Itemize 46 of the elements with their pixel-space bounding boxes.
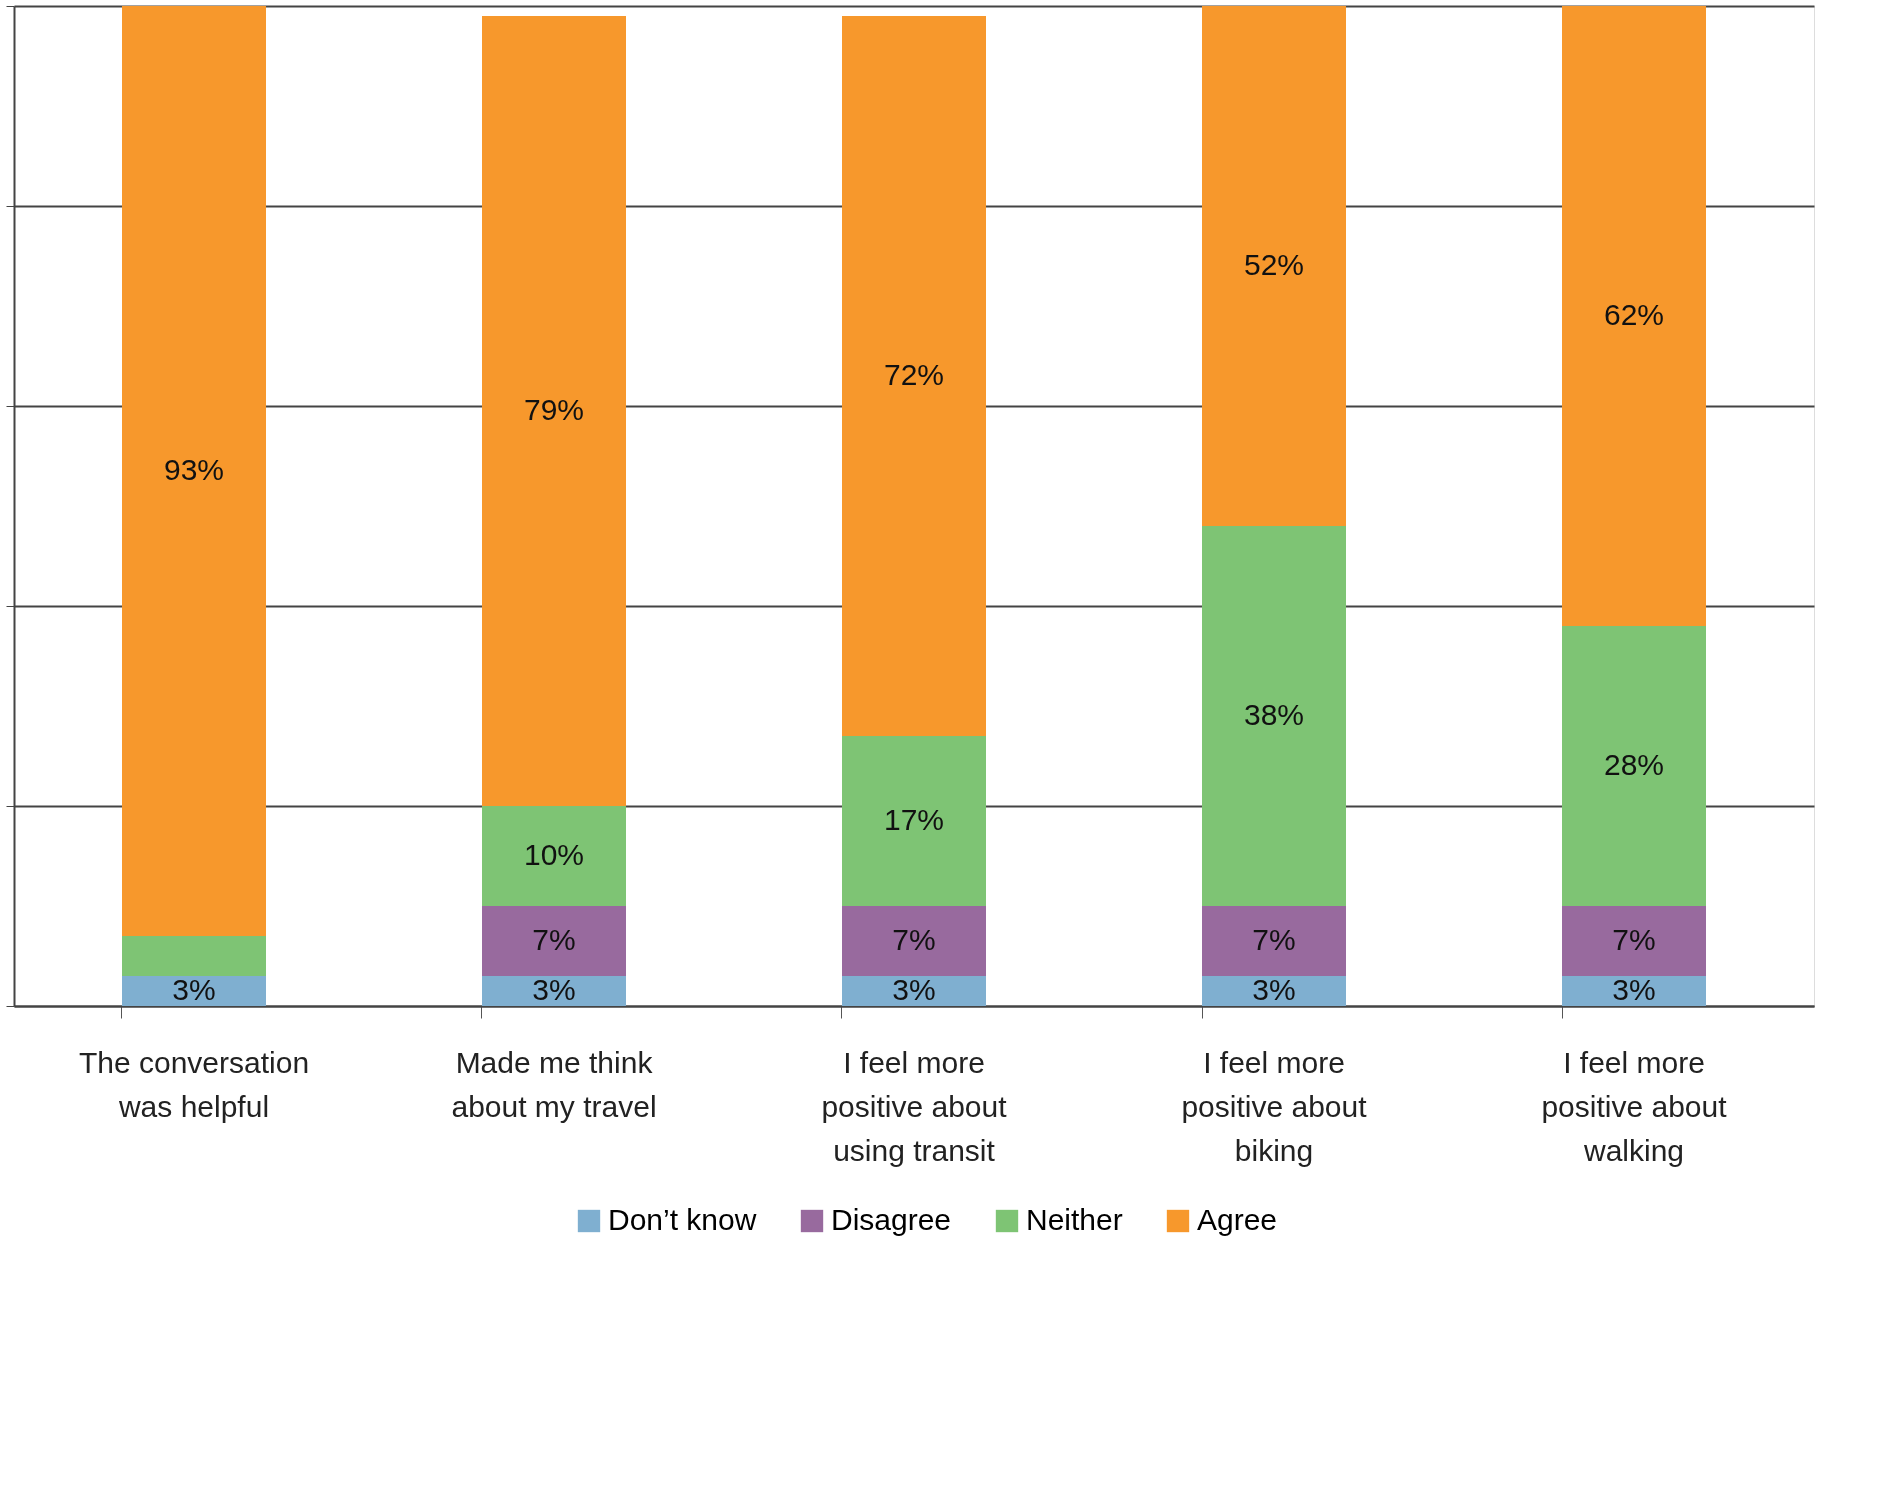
bar bbox=[1202, 976, 1346, 1006]
bar bbox=[482, 16, 626, 806]
data-label: 7% bbox=[1612, 923, 1656, 956]
data-label: 10% bbox=[523, 838, 585, 871]
legend-label: Neither bbox=[1026, 1203, 1123, 1236]
data-label: 52% bbox=[1243, 248, 1305, 281]
data-label: 17% bbox=[883, 803, 945, 836]
data-label: 62% bbox=[1603, 298, 1665, 331]
data-label: 79% bbox=[523, 393, 585, 426]
bar bbox=[1562, 906, 1706, 976]
bar bbox=[122, 6, 266, 936]
data-label: 3% bbox=[892, 973, 936, 1006]
data-label: 7% bbox=[892, 923, 936, 956]
x-tick-label: Made me think about my travel bbox=[451, 1045, 657, 1123]
bar bbox=[122, 936, 266, 976]
data-label: 38% bbox=[1243, 698, 1305, 731]
data-label: 3% bbox=[532, 973, 576, 1006]
bar bbox=[482, 906, 626, 976]
legend-label: Disagree bbox=[831, 1203, 952, 1236]
data-label: 7% bbox=[1252, 923, 1296, 956]
bar bbox=[1202, 906, 1346, 976]
data-label: 72% bbox=[883, 358, 945, 391]
bar bbox=[842, 906, 986, 976]
data-label: 3% bbox=[1252, 973, 1296, 1006]
data-label: 3% bbox=[172, 973, 216, 1006]
bar bbox=[482, 806, 626, 906]
bar bbox=[1202, 526, 1346, 906]
bar bbox=[1562, 6, 1706, 626]
data-label: 7% bbox=[532, 923, 576, 956]
legend-label: Don’t know bbox=[608, 1203, 757, 1236]
bar bbox=[1562, 626, 1706, 906]
bar bbox=[122, 976, 266, 1006]
bar bbox=[842, 16, 986, 736]
data-label: 28% bbox=[1603, 748, 1665, 781]
bar bbox=[1202, 6, 1346, 526]
bar bbox=[1562, 976, 1706, 1006]
x-tick-label: I feel more positive about using transit bbox=[821, 1045, 1008, 1167]
x-tick-label: I feel more positive about biking bbox=[1181, 1045, 1368, 1167]
data-label: 93% bbox=[163, 453, 225, 486]
data-label: 3% bbox=[1612, 973, 1656, 1006]
bar bbox=[842, 976, 986, 1006]
bar bbox=[842, 736, 986, 906]
x-tick-label: The conversation was helpful bbox=[78, 1045, 310, 1123]
legend-label: Agree bbox=[1197, 1203, 1278, 1236]
bar bbox=[482, 976, 626, 1006]
x-tick-label: I feel more positive about walking bbox=[1541, 1045, 1728, 1167]
